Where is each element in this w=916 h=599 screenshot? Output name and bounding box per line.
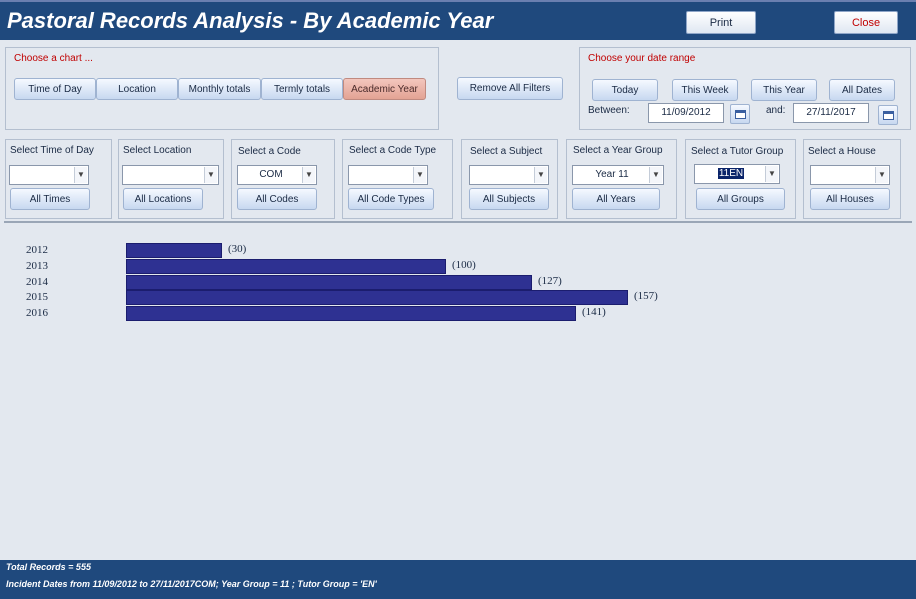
filter-year-group: Select a Year Group Year 11 ▼ All Years [566, 139, 677, 219]
page-title: Pastoral Records Analysis - By Academic … [7, 8, 494, 33]
subject-select-value [470, 166, 536, 184]
year-label-2012: 2012 [26, 244, 48, 256]
bar-value-label-2014: (127) [538, 274, 562, 287]
end-date-picker-button[interactable] [878, 105, 898, 125]
all-dates-button[interactable]: All Dates [829, 79, 895, 101]
all-codes-button[interactable]: All Codes [237, 188, 317, 210]
year-group-select-value: Year 11 [595, 169, 629, 180]
bar-value-label-2015: (157) [634, 290, 658, 303]
chevron-down-icon: ▼ [204, 167, 217, 183]
all-houses-button[interactable]: All Houses [810, 188, 890, 210]
tutor-group-select[interactable]: 11EN ▼ [694, 164, 780, 184]
chevron-down-icon: ▼ [302, 167, 315, 183]
year-label-2014: 2014 [26, 275, 48, 288]
chart-button-time-of-day[interactable]: Time of Day [14, 78, 96, 100]
calendar-icon [883, 111, 894, 120]
start-date-picker-button[interactable] [730, 104, 750, 124]
time-of-day-select[interactable]: ▼ [9, 165, 89, 185]
year-label-2015: 2015 [26, 291, 48, 304]
chart-button-monthly-totals[interactable]: Monthly totals [178, 78, 261, 100]
filter-house: Select a House ▼ All Houses [803, 139, 901, 219]
bar-2016 [126, 306, 576, 322]
filter-house-label: Select a House [808, 146, 876, 157]
academic-year-chart: 2012 (30) 2013 (100) 2014 (127) 2015 (157) 2016 (… [0, 224, 916, 560]
filter-code-type-label: Select a Code Type [349, 145, 437, 156]
year-label-2016: 2016 [26, 307, 48, 320]
filter-tutor-group: Select a Tutor Group 11EN ▼ All Groups [685, 139, 796, 219]
chevron-down-icon: ▼ [649, 167, 662, 183]
this-year-button[interactable]: This Year [751, 79, 817, 101]
bar-2013 [126, 258, 446, 274]
house-select[interactable]: ▼ [810, 165, 890, 185]
code-type-select[interactable]: ▼ [348, 165, 428, 185]
all-years-button[interactable]: All Years [572, 188, 660, 210]
status-bar: Total Records = 555 Incident Dates from … [0, 560, 916, 599]
section-divider [4, 221, 912, 223]
bar-value-label-2013: (100) [452, 258, 476, 271]
filter-code-label: Select a Code [238, 146, 301, 157]
tutor-group-selected-text: 11EN [717, 168, 745, 179]
time-of-day-select-value [10, 166, 76, 184]
filter-code-type: Select a Code Type ▼ All Code Types [342, 139, 453, 219]
date-range-panel: Choose your date range Today This Week T… [579, 47, 911, 130]
all-groups-button[interactable]: All Groups [696, 188, 785, 210]
total-records-text: Total Records = 555 [6, 562, 91, 572]
chart-button-location[interactable]: Location [96, 78, 178, 100]
filter-code: Select a Code COM ▼ All Codes [231, 139, 335, 219]
code-select[interactable]: COM ▼ [237, 165, 317, 185]
year-label-2013: 2013 [26, 259, 48, 272]
chevron-down-icon: ▼ [875, 167, 888, 183]
and-label: and: [766, 105, 786, 116]
all-times-button[interactable]: All Times [10, 188, 90, 210]
code-select-value: COM [259, 169, 283, 180]
start-date-field[interactable]: 11/09/2012 [648, 103, 724, 123]
chevron-down-icon: ▼ [534, 167, 547, 183]
subject-select[interactable]: ▼ [469, 165, 549, 185]
all-code-types-button[interactable]: All Code Types [348, 188, 434, 210]
location-select-value [123, 166, 206, 184]
chevron-down-icon: ▼ [74, 167, 87, 183]
chevron-down-icon: ▼ [413, 167, 426, 183]
chart-button-termly-totals[interactable]: Termly totals [261, 78, 343, 100]
filter-year-group-label: Select a Year Group [573, 145, 663, 156]
filter-subject: Select a Subject ▼ All Subjects [461, 139, 558, 219]
print-button[interactable]: Print [686, 11, 756, 34]
filter-tutor-group-label: Select a Tutor Group [691, 146, 784, 157]
chart-chooser-panel: Choose a chart ... Time of Day Location … [5, 47, 439, 130]
filter-criteria-text: Incident Dates from 11/09/2012 to 27/11/… [6, 579, 377, 589]
close-button[interactable]: Close [834, 11, 898, 34]
bar-2012 [126, 243, 222, 258]
calendar-icon [735, 110, 746, 119]
title-bar: Pastoral Records Analysis - By Academic … [0, 0, 916, 40]
bar-value-label-2016: (141) [582, 306, 606, 319]
filter-time-of-day: Select Time of Day ▼ All Times [5, 139, 112, 219]
code-type-select-value [349, 166, 415, 184]
year-group-select[interactable]: Year 11 ▼ [572, 165, 664, 185]
chart-button-academic-year[interactable]: Academic Year [343, 78, 426, 100]
tutor-group-select-value: 11EN [695, 165, 767, 183]
filter-location: Select Location ▼ All Locations [118, 139, 224, 219]
filter-subject-label: Select a Subject [470, 146, 543, 157]
chart-chooser-title: Choose a chart ... [14, 53, 93, 64]
this-week-button[interactable]: This Week [672, 79, 738, 101]
remove-all-filters-button[interactable]: Remove All Filters [457, 77, 563, 100]
today-button[interactable]: Today [592, 79, 658, 101]
bar-value-label-2012: (30) [228, 243, 247, 255]
filter-time-of-day-label: Select Time of Day [10, 145, 94, 156]
bar-2015 [126, 290, 628, 306]
house-select-value [811, 166, 877, 184]
filter-location-label: Select Location [123, 145, 192, 156]
location-select[interactable]: ▼ [122, 165, 219, 185]
bar-2014 [126, 274, 532, 290]
between-label: Between: [588, 105, 630, 116]
end-date-field[interactable]: 27/11/2017 [793, 103, 869, 123]
all-subjects-button[interactable]: All Subjects [469, 188, 549, 210]
all-locations-button[interactable]: All Locations [123, 188, 203, 210]
date-range-title: Choose your date range [588, 53, 696, 64]
chevron-down-icon: ▼ [765, 166, 778, 182]
